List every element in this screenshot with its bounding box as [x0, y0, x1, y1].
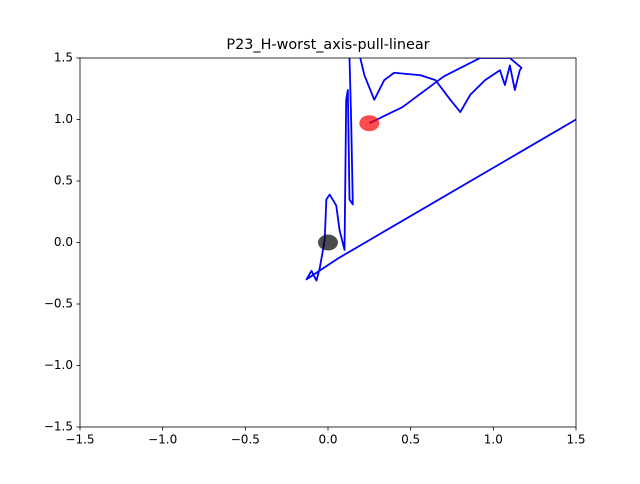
y-tick-label: 1.5 [54, 51, 73, 65]
y-tick-label: −0.5 [44, 297, 73, 311]
x-tick-label: −1.5 [65, 433, 94, 447]
y-tick-label: 0.5 [54, 174, 73, 188]
point-marker [318, 234, 338, 251]
y-tick-label: −1.0 [44, 358, 73, 372]
x-tick-label: 0.5 [401, 433, 420, 447]
x-tick-label: 1.0 [484, 433, 503, 447]
chart-title: P23_H-worst_axis-pull-linear [226, 37, 429, 53]
x-tick-label: −1.0 [148, 433, 177, 447]
x-tick-label: 0.0 [318, 433, 337, 447]
y-tick-label: 1.0 [54, 112, 73, 126]
plot-area [305, 58, 576, 282]
trajectory-line [305, 58, 576, 282]
point-marker [359, 115, 380, 132]
x-tick-label: 1.5 [566, 433, 585, 447]
y-tick-label: −1.5 [44, 420, 73, 434]
y-tick-label: 0.0 [54, 235, 73, 249]
x-tick-label: −0.5 [231, 433, 260, 447]
